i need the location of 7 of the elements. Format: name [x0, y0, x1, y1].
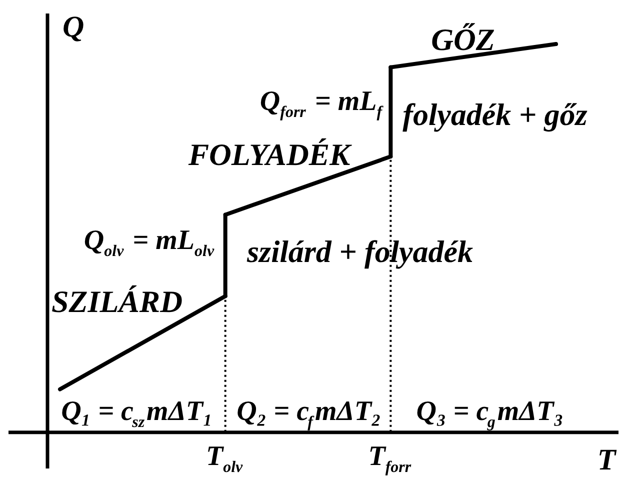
annotation: FOLYADÉK — [187, 137, 353, 172]
annotation: SZILÁRD — [52, 284, 182, 319]
annotation: szilárd + folyadék — [246, 234, 474, 269]
x-axis-title: T — [597, 443, 618, 476]
annotation: GŐZ — [431, 22, 495, 57]
y-axis-title: Q — [62, 10, 84, 44]
annotation: folyadék + gőz — [402, 97, 588, 132]
